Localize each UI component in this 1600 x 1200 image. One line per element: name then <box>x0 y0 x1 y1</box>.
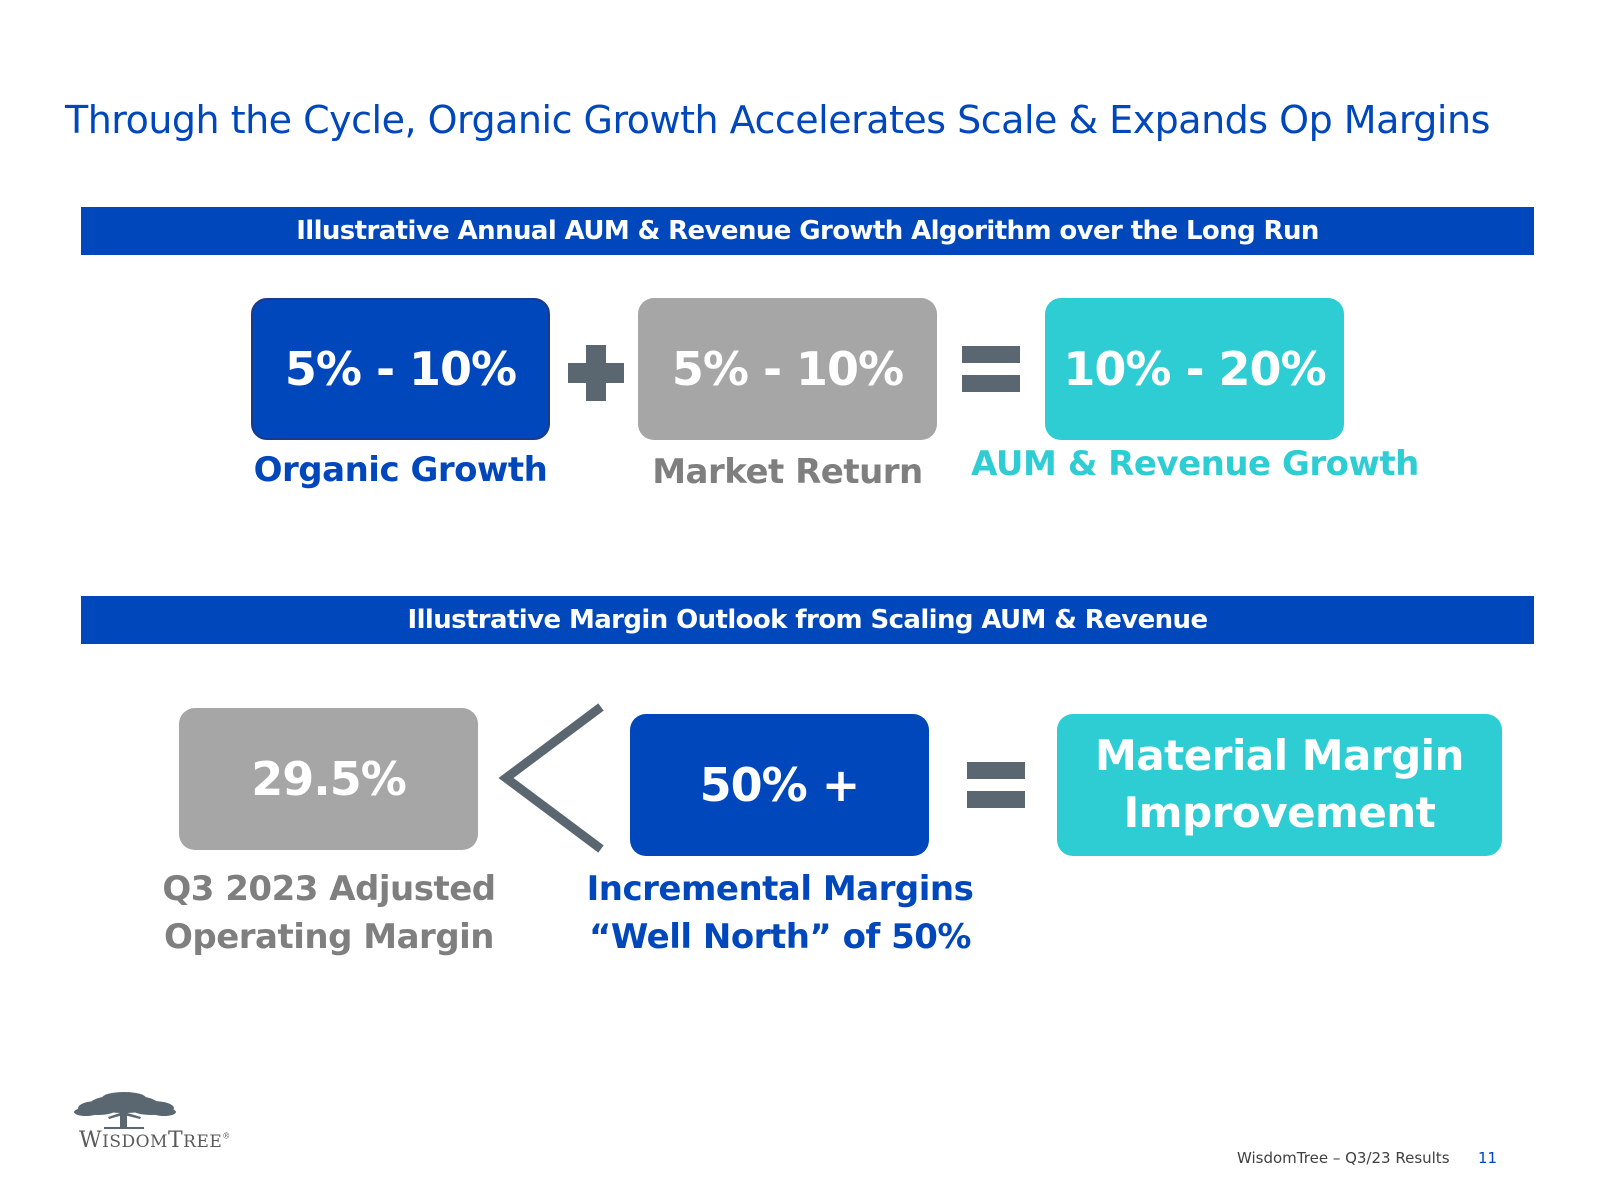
incremental-margin-label-line2: “Well North” of 50% <box>589 916 971 957</box>
current-margin-label: Q3 2023 Adjusted Operating Margin <box>139 866 519 961</box>
section-2-banner: Illustrative Margin Outlook from Scaling… <box>81 596 1534 644</box>
equals-icon-2 <box>967 762 1025 808</box>
page-number: 11 <box>1478 1149 1498 1167</box>
margin-improvement-line1: Material Margin <box>1095 731 1464 781</box>
organic-growth-label: Organic Growth <box>253 450 548 490</box>
organic-growth-box: 5% - 10% <box>251 298 550 440</box>
less-than-icon <box>498 703 604 853</box>
wisdomtree-logo-text: WISDOMTREE® <box>79 1128 231 1153</box>
organic-growth-value: 5% - 10% <box>284 342 517 396</box>
current-margin-label-line2: Operating Margin <box>163 916 495 957</box>
market-return-box: 5% - 10% <box>638 298 937 440</box>
current-margin-label-line1: Q3 2023 Adjusted <box>162 869 496 909</box>
market-return-value: 5% - 10% <box>671 342 904 396</box>
incremental-margin-value: 50% + <box>699 758 861 812</box>
aum-revenue-growth-value: 10% - 20% <box>1063 342 1326 396</box>
incremental-margin-label-line1: Incremental Margins <box>586 869 974 909</box>
section-1-banner: Illustrative Annual AUM & Revenue Growth… <box>81 207 1534 255</box>
market-return-label: Market Return <box>652 452 923 492</box>
page-title: Through the Cycle, Organic Growth Accele… <box>65 98 1490 142</box>
incremental-margin-label: Incremental Margins “Well North” of 50% <box>580 866 980 961</box>
aum-revenue-growth-box: 10% - 20% <box>1045 298 1344 440</box>
margin-improvement-box: Material Margin Improvement <box>1057 714 1502 856</box>
equals-icon <box>962 346 1020 392</box>
aum-revenue-growth-label: AUM & Revenue Growth <box>971 444 1419 484</box>
incremental-margin-box: 50% + <box>630 714 929 856</box>
tree-logo-icon <box>74 1092 176 1129</box>
current-margin-box: 29.5% <box>179 708 478 850</box>
current-margin-value: 29.5% <box>251 752 407 806</box>
plus-icon <box>568 345 624 401</box>
margin-improvement-line2: Improvement <box>1123 788 1436 837</box>
footer-text: WisdomTree – Q3/23 Results <box>1237 1149 1450 1167</box>
